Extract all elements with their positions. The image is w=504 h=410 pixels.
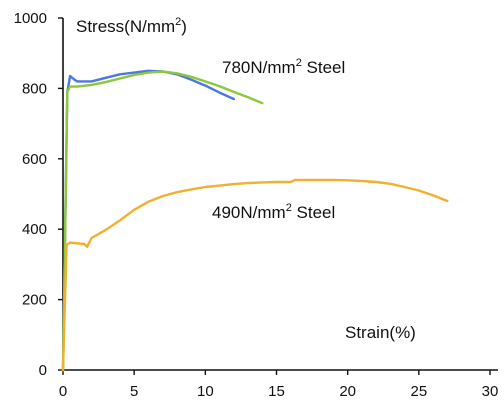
x-axis-label: Strain(%)	[345, 323, 416, 342]
annotation-490-steel: 490N/mm2 Steel	[212, 202, 335, 222]
axis-ticks: 0 200 400 600 800 1000 0 5 10 15 20 25 30	[14, 10, 499, 400]
y-tick-label: 200	[22, 292, 47, 309]
y-axis-label: Stress(N/mm2)	[76, 16, 187, 36]
series-490-steel-line	[61, 178, 449, 372]
annotation-780-steel: 780N/mm2 Steel	[222, 57, 345, 77]
series-780-steel-blue-line	[61, 69, 235, 372]
x-tick-label: 10	[197, 383, 214, 400]
x-tick-label: 5	[130, 383, 138, 400]
x-tick-label: 0	[59, 383, 67, 400]
series-lines	[61, 69, 449, 372]
y-tick-label: 800	[22, 80, 47, 97]
series-780-steel-green-line	[61, 70, 264, 372]
y-tick-label: 1000	[14, 10, 47, 27]
x-tick-label: 20	[339, 383, 356, 400]
x-tick-label: 30	[482, 383, 499, 400]
x-tick-label: 15	[268, 383, 285, 400]
y-tick-label: 600	[22, 151, 47, 168]
y-tick-label: 0	[39, 362, 47, 379]
y-tick-label: 400	[22, 221, 47, 238]
x-tick-label: 25	[410, 383, 427, 400]
